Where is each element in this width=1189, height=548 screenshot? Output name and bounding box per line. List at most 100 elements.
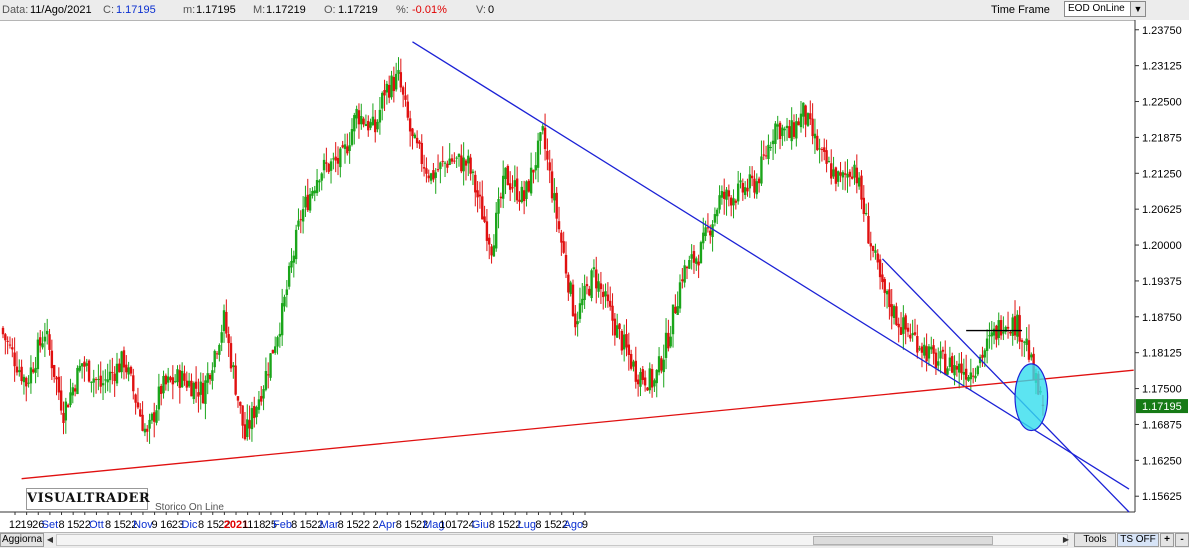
candle-down [995, 325, 998, 340]
candle-down [867, 215, 870, 244]
candle-up [199, 381, 202, 395]
price-axis-label: 1.18125 [1142, 348, 1182, 360]
candle-down [125, 364, 128, 373]
candle-up [1025, 338, 1028, 345]
candle-down [650, 368, 654, 388]
candle-up [806, 113, 810, 126]
candle-down [792, 122, 796, 137]
candle-down [357, 110, 361, 125]
candle-up [371, 116, 375, 125]
candle-down [225, 311, 228, 334]
candle-up [280, 303, 284, 336]
candle-down [595, 269, 598, 289]
refresh-button[interactable]: Aggiorna [0, 533, 44, 547]
candle-up [576, 321, 579, 325]
candle-down [441, 160, 444, 162]
candle-down [543, 127, 547, 150]
time-axis-label: 8 [291, 519, 297, 531]
candle-down [392, 76, 396, 92]
scrollbar-thumb[interactable] [813, 536, 993, 545]
candle-up [353, 115, 356, 132]
candle-up [90, 381, 93, 383]
candle-down [383, 89, 386, 96]
date-value: 11/Ago/2021 [30, 4, 92, 16]
candle-down [971, 375, 975, 377]
scroll-left-icon[interactable]: ◀ [46, 535, 54, 544]
time-axis-label: 22 [358, 519, 370, 531]
candle-up [1004, 326, 1007, 332]
zoom-in-button[interactable]: + [1160, 533, 1174, 547]
candle-down [464, 160, 468, 166]
price-axis-label: 1.20000 [1142, 240, 1182, 252]
candle-down [508, 183, 512, 190]
candle-down [327, 163, 330, 172]
price-chart[interactable]: 1.23750 1.23125 1.22500 1.21875 1.21250 1.206… [0, 20, 1189, 532]
candle-down [153, 412, 156, 422]
candle-down [788, 126, 791, 138]
candle-down [778, 122, 782, 139]
candle-up [525, 181, 528, 200]
candle-down [606, 294, 610, 302]
candle-up [34, 367, 37, 373]
candle-up [204, 380, 207, 404]
candle-down [474, 174, 477, 193]
time-axis-label: 2021 [224, 519, 248, 531]
highlight-ellipse [1014, 363, 1049, 432]
candle-down [141, 414, 144, 431]
candle-up [569, 282, 572, 294]
candle-down [20, 366, 23, 382]
candle-up [155, 410, 158, 423]
time-axis-label: 15 [300, 519, 312, 531]
price-axis-label: 1.19375 [1142, 276, 1182, 288]
time-axis-label: 8 [535, 519, 541, 531]
candle-down [618, 323, 621, 330]
candle-down [164, 375, 168, 385]
candle-down [422, 167, 426, 169]
zoom-out-button[interactable]: - [1175, 533, 1189, 547]
chevron-down-icon[interactable]: ▼ [1130, 1, 1146, 17]
candle-up [539, 132, 542, 141]
ts-toggle-button[interactable]: TS OFF [1117, 533, 1159, 547]
candle-up [413, 134, 416, 139]
candle-down [944, 353, 947, 375]
candle-up [36, 339, 40, 370]
candle-down [834, 167, 838, 184]
horizontal-scrollbar[interactable] [56, 534, 1068, 546]
candle-up [990, 332, 993, 337]
time-axis-label: Lug [518, 519, 536, 531]
scroll-right-icon[interactable]: ▶ [1062, 535, 1070, 544]
candle-down [878, 259, 882, 278]
price-axis-background [1135, 20, 1189, 532]
time-axis-label: 8 [396, 519, 402, 531]
tools-button[interactable]: Tools [1074, 533, 1116, 547]
candle-down [634, 360, 638, 382]
candle-up [748, 174, 752, 189]
candle-up [120, 351, 123, 373]
time-axis-label: 22 [125, 519, 137, 531]
candle-up [78, 365, 81, 371]
time-axis-label: 15 [404, 519, 416, 531]
candle-down [941, 349, 945, 352]
candle-up [937, 361, 940, 366]
candle-down [460, 155, 463, 172]
candle-up [290, 260, 293, 268]
candle-up [716, 209, 719, 217]
candle-up [690, 254, 693, 259]
candle-down [236, 396, 240, 401]
candle-up [676, 306, 679, 315]
price-axis-label: 1.18750 [1142, 312, 1182, 324]
candle-down [253, 406, 256, 419]
candle-down [160, 385, 163, 394]
candle-down [899, 327, 903, 335]
candle-down [548, 162, 551, 171]
candle-up [769, 147, 772, 149]
candle-down [8, 344, 12, 346]
candle-down [59, 390, 63, 411]
close-value: 1.17195 [116, 4, 156, 16]
time-frame-select[interactable]: EOD OnLine ▼ [1064, 1, 1146, 17]
candle-up [583, 285, 586, 301]
trendline-2 [21, 369, 1134, 480]
price-axis-label: 1.23125 [1142, 61, 1182, 73]
candle-down [823, 147, 826, 152]
candle-up [166, 376, 170, 383]
